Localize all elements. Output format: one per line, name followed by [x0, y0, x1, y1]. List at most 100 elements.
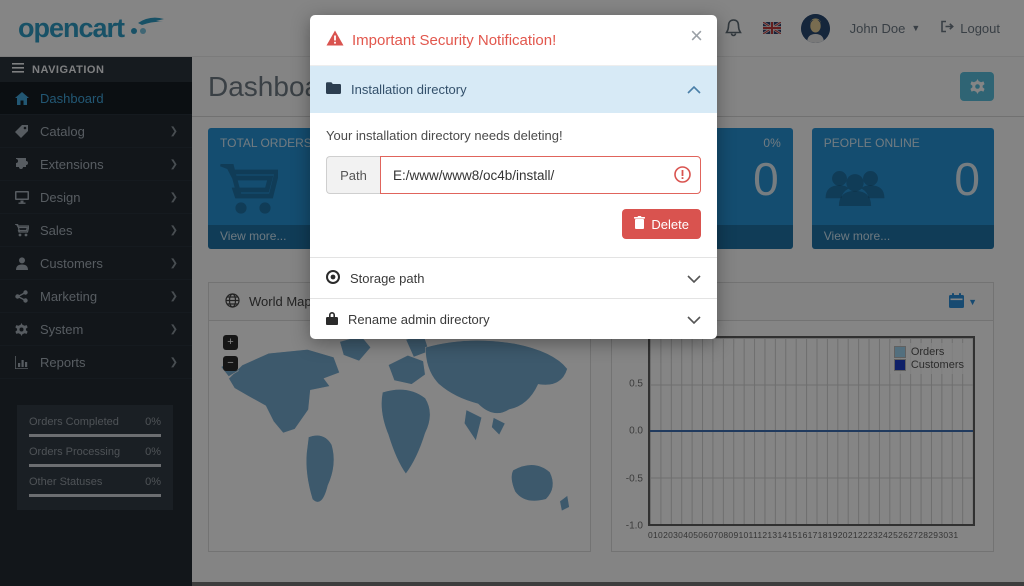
world-map-image[interactable] [215, 325, 585, 552]
accordion-rename-admin-directory[interactable]: Rename admin directory [310, 298, 717, 339]
tile-people-online: PEOPLE ONLINE 0 View more... [811, 128, 994, 249]
sidebar-menu: Dashboard Catalog ❯ Extensions ❯ [0, 82, 192, 379]
language-flag-icon[interactable] [762, 22, 781, 34]
sidebar-item-label: Extensions [40, 156, 104, 172]
stat-label: Orders Completed [29, 416, 119, 428]
bottom-strip [192, 582, 1024, 586]
chart-range-calendar-button[interactable]: ▼ [949, 292, 977, 311]
accordion-label: Storage path [350, 270, 425, 286]
cart-swoosh-icon [130, 17, 166, 40]
y-tick: -0.5 [625, 473, 643, 484]
chart-plot-area[interactable]: Orders Customers [648, 336, 975, 526]
stat-value: 0% [145, 416, 161, 428]
sidebar-item-label: Reports [40, 354, 86, 370]
monitor-icon [14, 190, 29, 204]
path-addon-label: Path [326, 156, 380, 194]
stat-value: 0% [145, 446, 161, 458]
map-zoom-out-button[interactable]: − [223, 356, 238, 371]
chevron-right-icon: ❯ [169, 356, 178, 368]
sidebar: NAVIGATION Dashboard Catalog ❯ Exten [0, 57, 192, 586]
logout-button[interactable]: Logout [940, 20, 1000, 36]
progress-bar [29, 494, 161, 497]
stat-label: Orders Processing [29, 446, 121, 458]
stat-value: 0% [145, 476, 161, 488]
sidebar-item-label: Sales [40, 222, 73, 238]
sidebar-item-sales[interactable]: Sales ❯ [0, 214, 192, 247]
sidebar-item-dashboard[interactable]: Dashboard [0, 82, 192, 115]
user-name: John Doe [849, 20, 906, 36]
stat-label: Other Statuses [29, 476, 103, 488]
y-tick: 0.5 [629, 378, 643, 389]
installation-directory-body: Your installation directory needs deleti… [310, 113, 717, 257]
error-circle-icon [674, 166, 691, 188]
world-map-body: + − [209, 321, 590, 552]
calendar-icon [949, 292, 965, 311]
tile-label: TOTAL ORDERS [220, 136, 312, 150]
sidebar-item-system[interactable]: System ❯ [0, 313, 192, 346]
progress-bar [29, 434, 161, 437]
chevron-right-icon: ❯ [169, 323, 178, 335]
sidebar-item-marketing[interactable]: Marketing ❯ [0, 280, 192, 313]
chevron-down-icon [687, 312, 701, 327]
caret-down-icon: ▼ [968, 296, 977, 307]
gear-icon [14, 322, 29, 336]
sidebar-item-label: Marketing [40, 288, 98, 304]
chevron-right-icon: ❯ [169, 125, 178, 137]
delete-button[interactable]: Delete [622, 209, 701, 239]
chevron-up-icon [687, 82, 701, 97]
sidebar-order-stats: Orders Completed 0% Orders Processing 0%… [17, 405, 173, 510]
y-tick: -1.0 [625, 520, 643, 532]
sidebar-item-design[interactable]: Design ❯ [0, 181, 192, 214]
path-input-group: Path [326, 156, 701, 194]
brand-logo[interactable]: opencart [18, 13, 166, 44]
sidebar-item-customers[interactable]: Customers ❯ [0, 247, 192, 280]
sidebar-item-reports[interactable]: Reports ❯ [0, 346, 192, 379]
folder-icon [326, 82, 341, 97]
stat-orders-processing: Orders Processing 0% [29, 446, 161, 467]
chevron-down-icon [687, 271, 701, 286]
tile-value: 0 [954, 153, 980, 205]
sidebar-item-label: Design [40, 189, 81, 205]
stat-orders-completed: Orders Completed 0% [29, 416, 161, 437]
path-input[interactable] [380, 156, 701, 194]
tile-label: PEOPLE ONLINE [823, 136, 920, 150]
caret-down-icon: ▼ [911, 23, 921, 33]
user-icon [14, 256, 29, 270]
close-icon[interactable]: × [690, 23, 703, 48]
circle-dot-icon [326, 269, 340, 287]
tag-icon [14, 124, 29, 138]
notifications-bell-icon[interactable] [724, 18, 743, 38]
accordion-installation-directory[interactable]: Installation directory [310, 66, 717, 113]
modal-header: Important Security Notification! × [310, 15, 717, 66]
legend-customers: Customers [893, 359, 964, 371]
customers-swatch [893, 359, 906, 371]
navigation-title: NAVIGATION [32, 63, 105, 76]
globe-icon [225, 292, 240, 311]
tile-value: 0 [753, 153, 779, 205]
legend-orders: Orders [893, 346, 964, 358]
logout-label: Logout [960, 20, 1000, 36]
world-map-title: World Map [249, 294, 312, 309]
tile-percent: 0% [763, 136, 781, 150]
sidebar-item-extensions[interactable]: Extensions ❯ [0, 148, 192, 181]
accordion-storage-path[interactable]: Storage path [310, 257, 717, 298]
y-tick: 0.0 [629, 425, 643, 437]
user-avatar[interactable] [800, 13, 830, 43]
dashboard-panels: World Map + − [208, 282, 994, 552]
chevron-right-icon: ❯ [169, 224, 178, 236]
sidebar-item-catalog[interactable]: Catalog ❯ [0, 115, 192, 148]
user-menu[interactable]: John Doe ▼ [850, 21, 921, 36]
sales-analytics-chart: 1.0 0.5 0.0 -0.5 -1.0 Orders [612, 321, 993, 552]
tile-view-more-link[interactable]: View more... [811, 225, 994, 249]
home-icon [14, 91, 29, 105]
logout-icon [940, 20, 955, 36]
chart-legend: Orders Customers [889, 343, 968, 374]
chevron-right-icon: ❯ [169, 158, 178, 170]
map-zoom-in-button[interactable]: + [223, 335, 238, 350]
cart-icon [220, 161, 281, 221]
dashboard-settings-button[interactable] [960, 72, 994, 101]
cart-icon [14, 223, 29, 237]
orders-swatch [893, 346, 906, 358]
chevron-right-icon: ❯ [169, 257, 178, 269]
x-axis-labels: 0102030405060708091011121314151617181920… [648, 530, 959, 540]
